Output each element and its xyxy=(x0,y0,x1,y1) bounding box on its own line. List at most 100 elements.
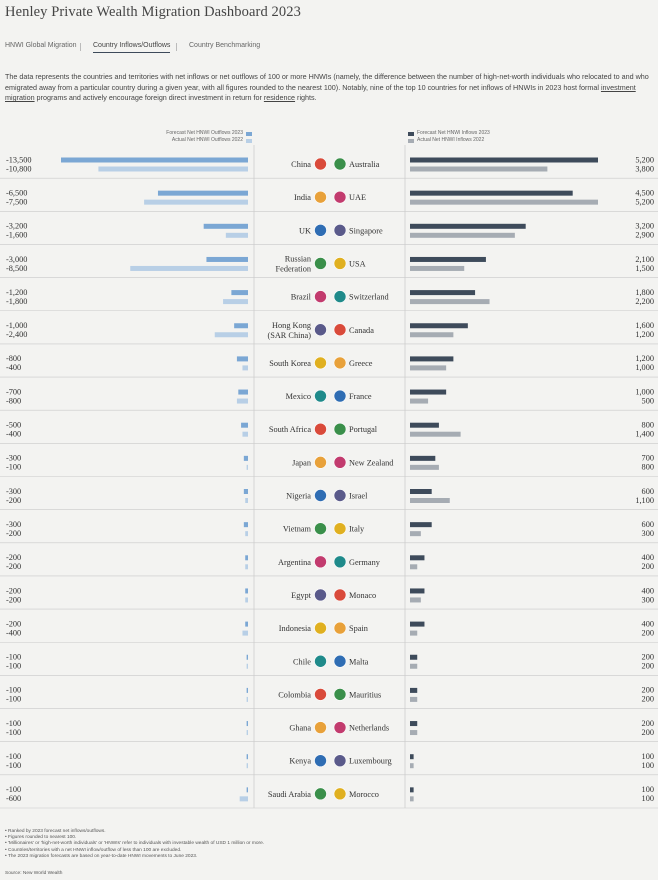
value-label-inflow-2023: 100 xyxy=(642,752,654,761)
country-label-inflow: Singapore xyxy=(349,226,383,235)
country-label-outflow: Indonesia xyxy=(279,624,312,633)
value-label-inflow-2023: 600 xyxy=(642,520,654,529)
tab-hnwi-global-migration[interactable]: HNWI Global Migration xyxy=(5,42,77,49)
value-label-outflow-2023: -100 xyxy=(6,653,21,662)
bar-inflow-2023 xyxy=(410,157,598,163)
country-label-outflow: Ghana xyxy=(289,724,311,733)
value-label-outflow-2023: -100 xyxy=(6,719,21,728)
country-label-inflow: France xyxy=(349,392,372,401)
flag-icon xyxy=(333,654,347,668)
value-label-inflow-2023: 200 xyxy=(642,719,654,728)
value-label-inflow-2023: 1,600 xyxy=(635,321,654,330)
tab-divider xyxy=(176,43,177,51)
value-label-inflow-2023: 400 xyxy=(642,553,654,562)
value-label-outflow-2023: -500 xyxy=(6,421,21,430)
bar-outflow-2023 xyxy=(243,522,248,528)
value-label-outflow-2022: -800 xyxy=(6,396,21,405)
value-label-inflow-2022: 1,400 xyxy=(635,430,654,439)
bar-outflow-2022 xyxy=(246,730,248,736)
bar-inflow-2023 xyxy=(410,754,414,760)
bar-inflow-2022 xyxy=(410,332,454,338)
country-label-inflow: Netherlands xyxy=(349,724,389,733)
flag-icon xyxy=(314,224,327,237)
country-label-outflow: Colombia xyxy=(278,690,311,699)
value-label-inflow-2022: 2,200 xyxy=(635,297,654,306)
value-label-outflow-2022: -400 xyxy=(6,628,21,637)
value-label-outflow-2023: -6,500 xyxy=(6,188,27,197)
footnote: Ranked by 2023 forecast net inflows/outf… xyxy=(5,829,264,835)
value-label-inflow-2022: 2,900 xyxy=(635,231,654,240)
country-label-inflow: UAE xyxy=(349,193,366,202)
flag-icon xyxy=(333,787,347,801)
value-label-inflow-2022: 200 xyxy=(642,562,654,571)
flag-icon xyxy=(314,422,327,436)
bar-outflow-2022 xyxy=(98,166,249,172)
country-label-inflow: Australia xyxy=(349,160,380,169)
footnote: Countries/territories with a net HNWI in… xyxy=(5,848,264,854)
bar-outflow-2022 xyxy=(242,431,248,437)
value-label-outflow-2022: -100 xyxy=(6,695,21,704)
legend-inflow-2022-label: Actual Net HNWI Inflows 2022 xyxy=(417,137,485,143)
residence-link[interactable]: residence xyxy=(263,93,296,102)
flag-icon xyxy=(314,555,327,569)
flag-icon xyxy=(314,190,327,204)
value-label-inflow-2023: 200 xyxy=(642,653,654,662)
country-label-inflow: Italy xyxy=(349,525,365,534)
flag-icon xyxy=(333,489,347,502)
bar-outflow-2023 xyxy=(246,754,248,760)
bar-outflow-2023 xyxy=(236,356,248,362)
bar-outflow-2022 xyxy=(144,199,248,205)
bar-inflow-2023 xyxy=(410,389,447,395)
investment-migration-link[interactable]: investment migration xyxy=(5,82,636,103)
footnote: The 2023 migration forecasts are based o… xyxy=(5,854,264,860)
value-label-inflow-2022: 100 xyxy=(642,794,654,803)
country-label-outflow: Hong Kong (SAR China) xyxy=(267,321,311,340)
bar-outflow-2022 xyxy=(246,464,248,470)
value-label-inflow-2022: 1,200 xyxy=(635,330,654,339)
bar-inflow-2023 xyxy=(410,256,486,262)
bar-inflow-2023 xyxy=(410,687,418,693)
value-label-outflow-2022: -100 xyxy=(6,728,21,737)
value-label-inflow-2022: 200 xyxy=(642,662,654,671)
country-label-outflow: Brazil xyxy=(291,293,312,302)
value-label-inflow-2023: 400 xyxy=(642,619,654,628)
bar-outflow-2022 xyxy=(246,663,248,669)
bar-outflow-2023 xyxy=(245,621,248,627)
bar-inflow-2022 xyxy=(410,232,515,238)
value-label-inflow-2023: 4,500 xyxy=(635,188,654,197)
bar-outflow-2022 xyxy=(246,763,248,769)
value-label-inflow-2023: 1,000 xyxy=(635,387,654,396)
country-label-inflow: Morocco xyxy=(349,790,379,799)
country-label-inflow: Mauritius xyxy=(349,690,381,699)
flag-icon xyxy=(333,323,347,337)
value-label-inflow-2023: 700 xyxy=(642,454,654,463)
value-label-outflow-2023: -300 xyxy=(6,487,21,496)
bar-inflow-2023 xyxy=(410,588,425,594)
country-label-inflow: Spain xyxy=(349,624,369,633)
legend-inflow-2023-swatch xyxy=(408,131,414,136)
value-label-outflow-2023: -300 xyxy=(6,454,21,463)
value-label-outflow-2022: -600 xyxy=(6,794,21,803)
value-label-outflow-2022: -1,600 xyxy=(6,231,27,240)
value-label-outflow-2022: -10,800 xyxy=(6,164,32,173)
value-label-inflow-2023: 400 xyxy=(642,586,654,595)
bar-outflow-2023 xyxy=(246,687,248,693)
intro-text: programs and actively encourage foreign … xyxy=(34,93,264,102)
value-label-inflow-2023: 5,200 xyxy=(635,155,654,164)
tab-country-inflows-outflows[interactable]: Country Inflows/Outflows xyxy=(93,42,171,53)
bar-inflow-2022 xyxy=(410,398,429,404)
value-label-outflow-2023: -13,500 xyxy=(6,155,32,164)
bar-inflow-2023 xyxy=(410,223,526,229)
bar-outflow-2023 xyxy=(245,555,248,561)
flag-icon xyxy=(333,555,347,569)
tab-country-benchmarking[interactable]: Country Benchmarking xyxy=(189,42,261,49)
value-label-inflow-2022: 300 xyxy=(642,595,654,604)
value-label-outflow-2022: -100 xyxy=(6,463,21,472)
country-label-outflow: Kenya xyxy=(289,757,311,766)
value-label-outflow-2023: -3,000 xyxy=(6,255,27,264)
value-label-inflow-2023: 1,800 xyxy=(635,288,654,297)
bar-outflow-2022 xyxy=(245,498,248,503)
bar-inflow-2023 xyxy=(410,621,425,627)
bar-inflow-2022 xyxy=(410,564,418,570)
